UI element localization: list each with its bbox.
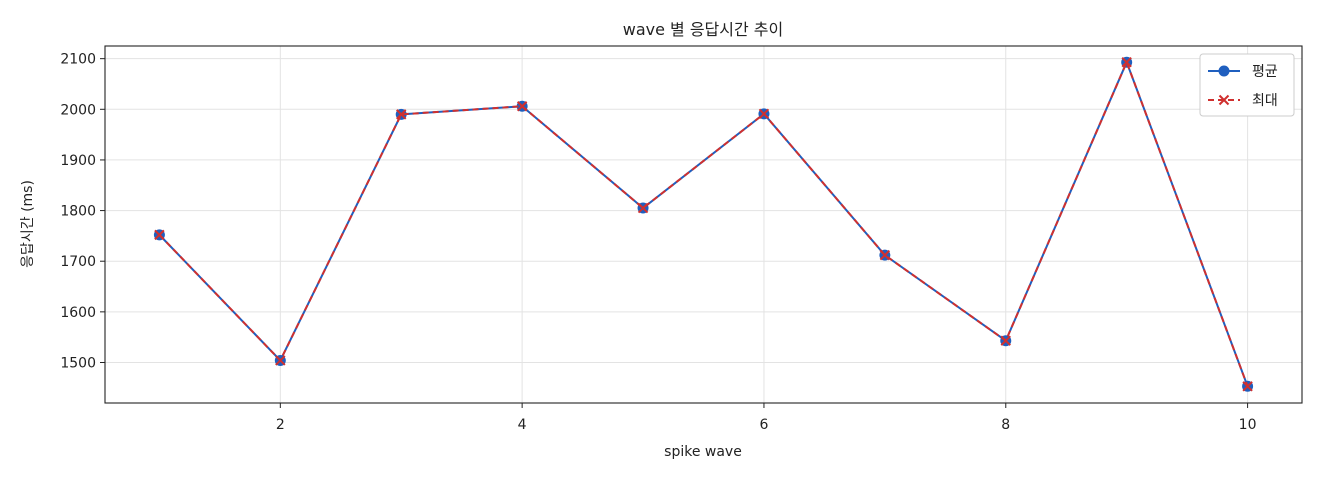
y-tick-label: 1600 [60, 305, 96, 321]
x-tick-label: 8 [1001, 417, 1010, 433]
data-point [879, 249, 891, 261]
series-line [158, 61, 1249, 387]
data-point [1000, 335, 1011, 346]
plot-frame [104, 45, 1303, 404]
y-tick-label: 1900 [60, 153, 96, 169]
series-1 [153, 56, 1254, 392]
y-tick-label: 1700 [60, 254, 96, 270]
series-line [158, 61, 1249, 387]
legend-item: 최대 [1208, 93, 1278, 109]
legend-label: 평균 [1252, 64, 1278, 80]
x-axis: 2 4 6 8 10 [276, 403, 1257, 433]
data-point [516, 101, 528, 112]
x-axis-label: spike wave [664, 444, 742, 460]
data-point [275, 355, 286, 366]
x-tick-label: 2 [276, 417, 285, 433]
data-point [154, 229, 165, 241]
data-point [758, 108, 770, 120]
chart-title: wave 별 응답시간 추이 [623, 20, 784, 39]
data-point [1242, 381, 1253, 392]
y-axis-label: 응답시간 (ms) [20, 180, 36, 268]
legend-label: 최대 [1252, 93, 1278, 109]
legend-box [1199, 53, 1295, 117]
legend-item: 평균 [1208, 64, 1278, 80]
series-2 [154, 56, 1253, 392]
x-tick-label: 10 [1239, 417, 1257, 433]
y-tick-label: 2000 [60, 102, 96, 118]
data-point [396, 109, 407, 120]
legend-marker [1218, 65, 1230, 77]
data-point [637, 202, 649, 214]
y-axis: 1500 1600 1700 1800 1900 2000 2100 [60, 52, 105, 371]
data-point [1121, 56, 1132, 68]
series-layer [153, 56, 1254, 392]
x-tick-label: 6 [759, 417, 768, 433]
legend-marker [1218, 94, 1230, 106]
y-tick-label: 2100 [60, 52, 96, 68]
x-tick-label: 4 [518, 417, 527, 433]
y-tick-label: 1500 [60, 355, 96, 371]
grid [105, 46, 1302, 403]
y-tick-label: 1800 [60, 204, 96, 220]
